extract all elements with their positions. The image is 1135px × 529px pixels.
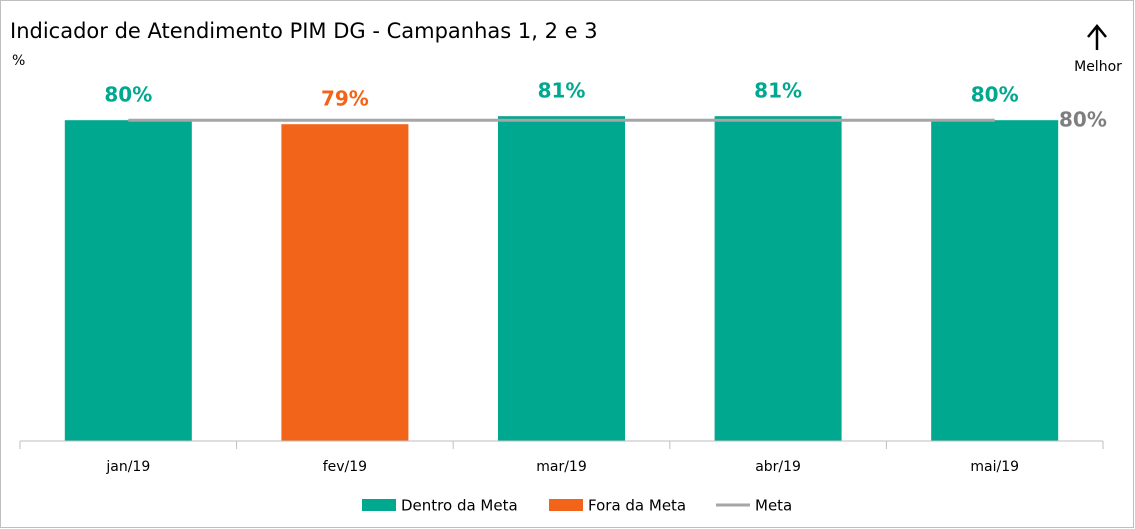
- legend-label: Dentro da Meta: [401, 497, 518, 515]
- bar: [64, 120, 192, 441]
- data-label: 80%: [971, 83, 1019, 107]
- meta-label: 80%: [1059, 108, 1107, 132]
- x-tick-label: abr/19: [755, 459, 801, 475]
- bar: [281, 124, 409, 442]
- data-label: 81%: [538, 79, 586, 103]
- x-tick-label: mar/19: [536, 459, 587, 475]
- bar: [931, 120, 1059, 441]
- legend-swatch: [549, 499, 583, 511]
- bar: [714, 116, 842, 441]
- annotation: Melhor: [1074, 59, 1122, 75]
- bar: [498, 116, 625, 441]
- data-label: 79%: [321, 87, 369, 111]
- x-tick-label: fev/19: [323, 459, 367, 475]
- legend-label: Meta: [755, 497, 792, 515]
- data-label: 80%: [104, 83, 152, 107]
- better-arrow: [1087, 24, 1107, 50]
- chart-title: Indicador de Atendimento PIM DG - Campan…: [10, 19, 598, 43]
- x-tick-label: mai/19: [970, 459, 1019, 475]
- y-axis-label: %: [12, 53, 25, 69]
- legend-label: Fora da Meta: [588, 497, 686, 515]
- x-tick-label: jan/19: [105, 459, 150, 475]
- legend-swatch: [362, 499, 396, 511]
- data-label: 81%: [754, 79, 802, 103]
